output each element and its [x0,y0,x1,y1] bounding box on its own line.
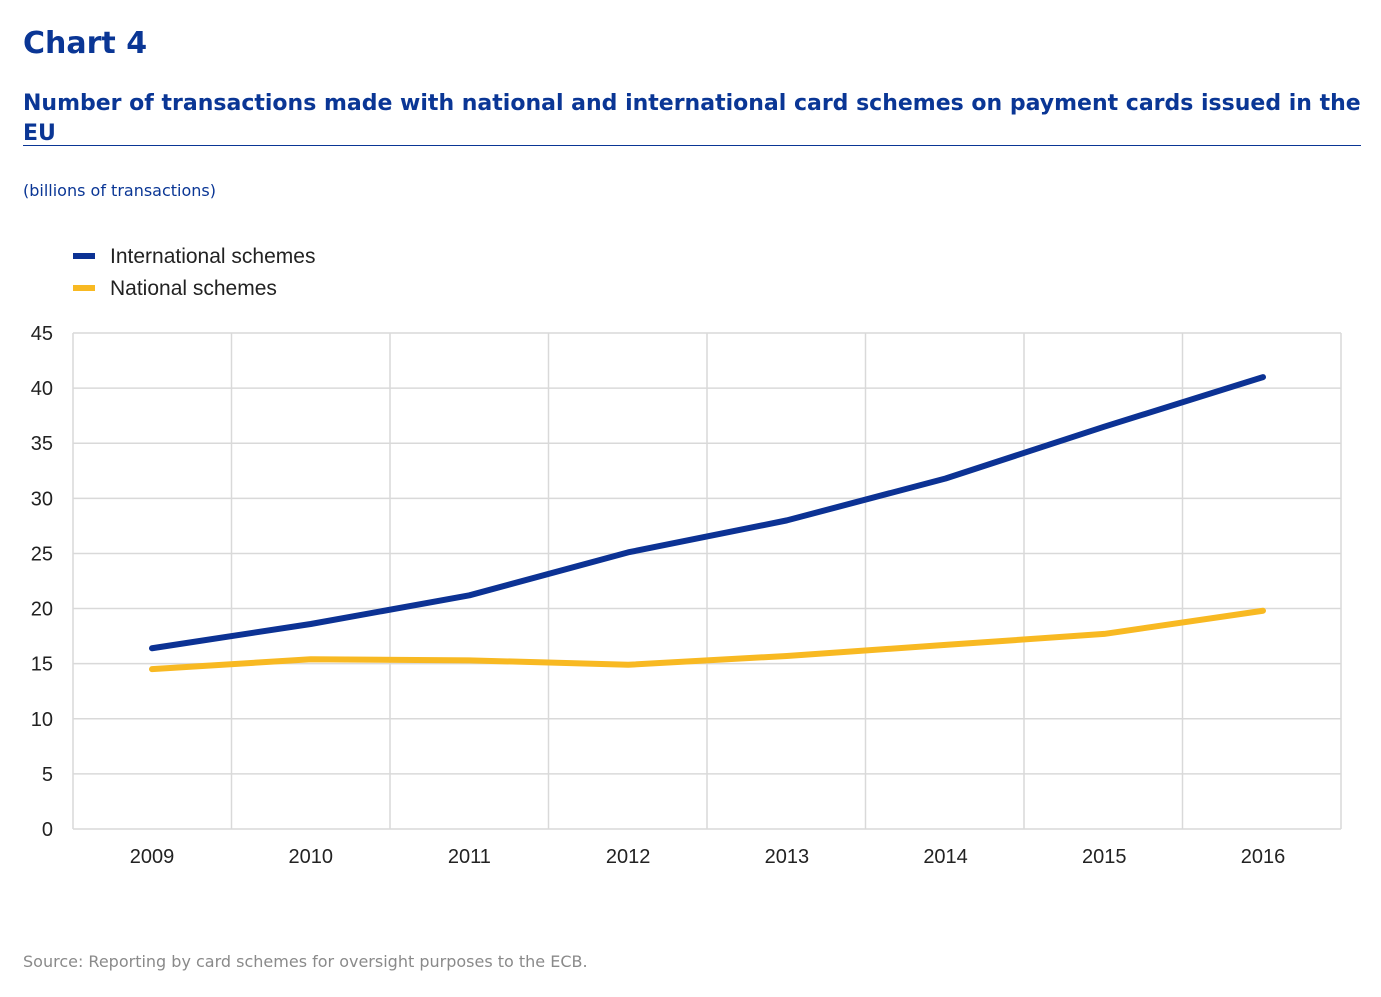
y-tick-label: 10 [31,709,53,731]
y-tick-label: 20 [31,599,53,621]
x-tick-label: 2009 [130,846,175,868]
line-chart: International schemes National schemes 0 5… [31,245,1342,868]
x-tick-label: 2012 [606,846,651,868]
legend-swatch [73,285,95,291]
y-tick-label: 30 [31,488,53,510]
series-group [149,374,1266,673]
x-tick-label: 2014 [923,846,968,868]
x-tick-label: 2016 [1241,846,1286,868]
y-tick-label: 40 [31,378,53,400]
x-tick-label: 2013 [765,846,810,868]
series-line-national-schemes [149,607,1266,673]
y-axis: 0 5 10 15 20 25 30 35 40 45 [31,323,53,841]
x-tick-label: 2011 [448,846,491,868]
title-divider [23,145,1361,146]
x-tick-label: 2010 [288,846,333,868]
series-line-international-schemes [149,374,1266,652]
units-label: (billions of transactions) [23,181,216,200]
x-tick-label: 2015 [1082,846,1127,868]
chart-subtitle: Number of transactions made with nationa… [23,91,1361,146]
y-tick-label: 0 [42,819,53,841]
chart-grid [72,332,1342,830]
y-tick-label: 5 [42,764,53,786]
legend-label: National schemes [110,277,277,300]
y-tick-label: 45 [31,323,53,345]
y-tick-label: 35 [31,433,53,455]
legend-label: International schemes [110,245,315,268]
legend-swatch [73,253,95,259]
x-axis: 2009 2010 2011 2012 2013 2014 2015 2016 [130,846,1286,868]
y-tick-label: 25 [31,543,53,565]
source-note: Source: Reporting by card schemes for ov… [23,952,588,971]
y-tick-label: 15 [31,654,53,676]
legend: International schemes National schemes [73,245,315,300]
chart-title: Chart 4 [23,26,148,61]
